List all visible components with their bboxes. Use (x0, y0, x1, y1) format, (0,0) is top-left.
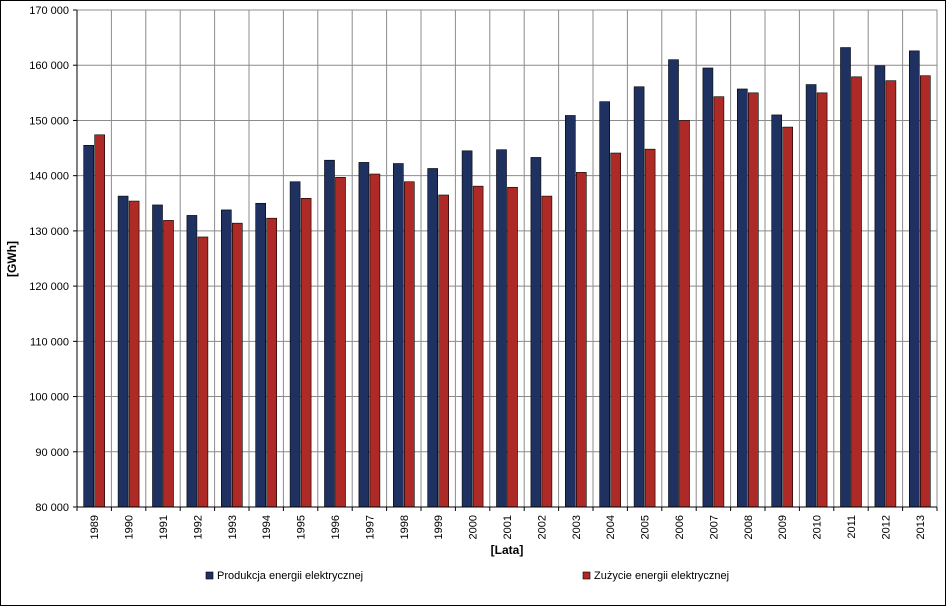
x-tick-label: 2008 (743, 515, 755, 539)
bar-production-1991 (152, 204, 163, 508)
bar-consumption-1998 (403, 181, 415, 508)
bar-consumption-2001 (507, 186, 518, 508)
x-tick-label: 2006 (674, 515, 686, 539)
plot-area (77, 10, 937, 507)
axes (73, 9, 938, 511)
bar-production-1994 (255, 202, 266, 508)
x-tick-label: 1992 (192, 515, 204, 539)
bar-consumption-1997 (369, 173, 381, 508)
bar-production-2008 (736, 88, 748, 508)
bar-consumption-2009 (782, 126, 794, 508)
bar-production-2002 (530, 157, 542, 508)
y-tick-label: 100 000 (29, 392, 69, 404)
x-tick-label: 2010 (812, 515, 824, 539)
y-tick-labels: 80 000 90 000 100 000 110 000 120 000 130 000… (29, 5, 69, 514)
bar-production-2003 (564, 115, 576, 508)
x-tick-label: 2002 (536, 515, 548, 539)
bar-consumption-1991 (163, 220, 174, 508)
bar-production-2004 (599, 101, 611, 508)
bar-production-2009 (771, 114, 783, 508)
bar-consumption-1996 (335, 177, 346, 508)
y-tick-label: 90 000 (35, 447, 69, 459)
bar-consumption-2000 (472, 185, 484, 508)
x-tick-label: 2009 (777, 515, 789, 539)
bar-production-2011 (840, 47, 851, 508)
bar-production-1999 (427, 168, 439, 508)
bar-consumption-2003 (575, 172, 587, 508)
y-tick-label: 160 000 (29, 60, 69, 72)
bar-consumption-2007 (713, 96, 725, 508)
y-tick-label: 120 000 (29, 281, 69, 293)
bar-production-2010 (805, 84, 817, 508)
x-tick-label: 2011 (846, 515, 858, 539)
bar-consumption-1992 (197, 236, 209, 508)
bar-production-1996 (324, 159, 335, 508)
bar-production-1989 (83, 144, 94, 508)
bar-consumption-2012 (885, 80, 897, 508)
x-tick-label: 2003 (571, 515, 583, 539)
bar-consumption-1999 (438, 194, 450, 508)
bar-consumption-2008 (747, 92, 759, 508)
bar-consumption-1993 (232, 222, 243, 508)
bars (83, 47, 931, 508)
bar-production-2005 (633, 86, 645, 508)
bar-production-2012 (874, 65, 886, 508)
bar-production-2006 (668, 59, 679, 508)
y-tick-label: 150 000 (29, 115, 69, 127)
bar-consumption-1994 (266, 217, 278, 508)
x-tick-label: 1990 (124, 515, 136, 539)
bar-production-2000 (461, 150, 473, 508)
legend: Produkcja energii elektrycznej Zużycie en… (205, 570, 729, 582)
y-tick-label: 140 000 (29, 171, 69, 183)
bar-production-2001 (496, 149, 507, 508)
bar-consumption-1990 (128, 200, 140, 508)
x-tick-label: 1998 (399, 515, 411, 539)
x-tick-label: 1999 (433, 515, 445, 539)
bar-consumption-2011 (851, 76, 862, 508)
x-tick-label: 1996 (330, 515, 342, 539)
bar-production-2007 (702, 67, 714, 508)
bar-production-1992 (186, 215, 198, 508)
legend-swatch (205, 571, 214, 580)
bar-production-1995 (289, 181, 301, 508)
x-tick-label: 2001 (502, 515, 514, 539)
y-tick-label: 130 000 (29, 226, 69, 238)
bar-consumption-2004 (610, 152, 622, 508)
x-tick-label: 1995 (296, 515, 308, 539)
x-axis-title: [Lata] (491, 543, 524, 557)
bar-consumption-2013 (919, 75, 931, 508)
y-tick-label: 110 000 (30, 336, 69, 348)
x-tick-label: 2000 (468, 515, 480, 539)
legend-swatch (582, 571, 591, 580)
bar-consumption-2010 (816, 92, 828, 508)
x-tick-label: 2004 (605, 515, 617, 539)
y-axis-title: [GWh] (5, 241, 19, 277)
bar-production-1998 (392, 163, 404, 508)
legend-label: Produkcja energii elektrycznej (217, 570, 363, 582)
x-tick-label: 1994 (261, 515, 273, 539)
x-tick-labels: 1989 1990 1991 1992 1993 1994 1995 1996 1997 1998… (89, 515, 927, 539)
bar-production-1990 (117, 195, 129, 508)
x-tick-label: 1991 (158, 515, 170, 539)
x-tick-label: 2005 (640, 515, 652, 539)
bar-production-2013 (908, 50, 920, 508)
x-tick-label: 2013 (915, 515, 927, 539)
legend-label: Zużycie energii elektrycznej (594, 570, 729, 582)
y-tick-label: 170 000 (29, 5, 69, 17)
bar-consumption-1989 (94, 134, 105, 508)
bar-production-1993 (221, 209, 232, 508)
bar-consumption-1995 (300, 198, 312, 508)
bar-consumption-2006 (679, 120, 690, 508)
x-tick-label: 1997 (364, 515, 376, 539)
bar-consumption-2002 (541, 195, 553, 508)
bar-production-1997 (358, 162, 370, 508)
x-tick-label: 1993 (227, 515, 239, 539)
x-tick-label: 2012 (880, 515, 892, 539)
x-tick-label: 2007 (708, 515, 720, 539)
y-tick-label: 80 000 (35, 502, 69, 514)
bar-consumption-2005 (644, 148, 656, 508)
x-tick-label: 1989 (89, 515, 101, 539)
